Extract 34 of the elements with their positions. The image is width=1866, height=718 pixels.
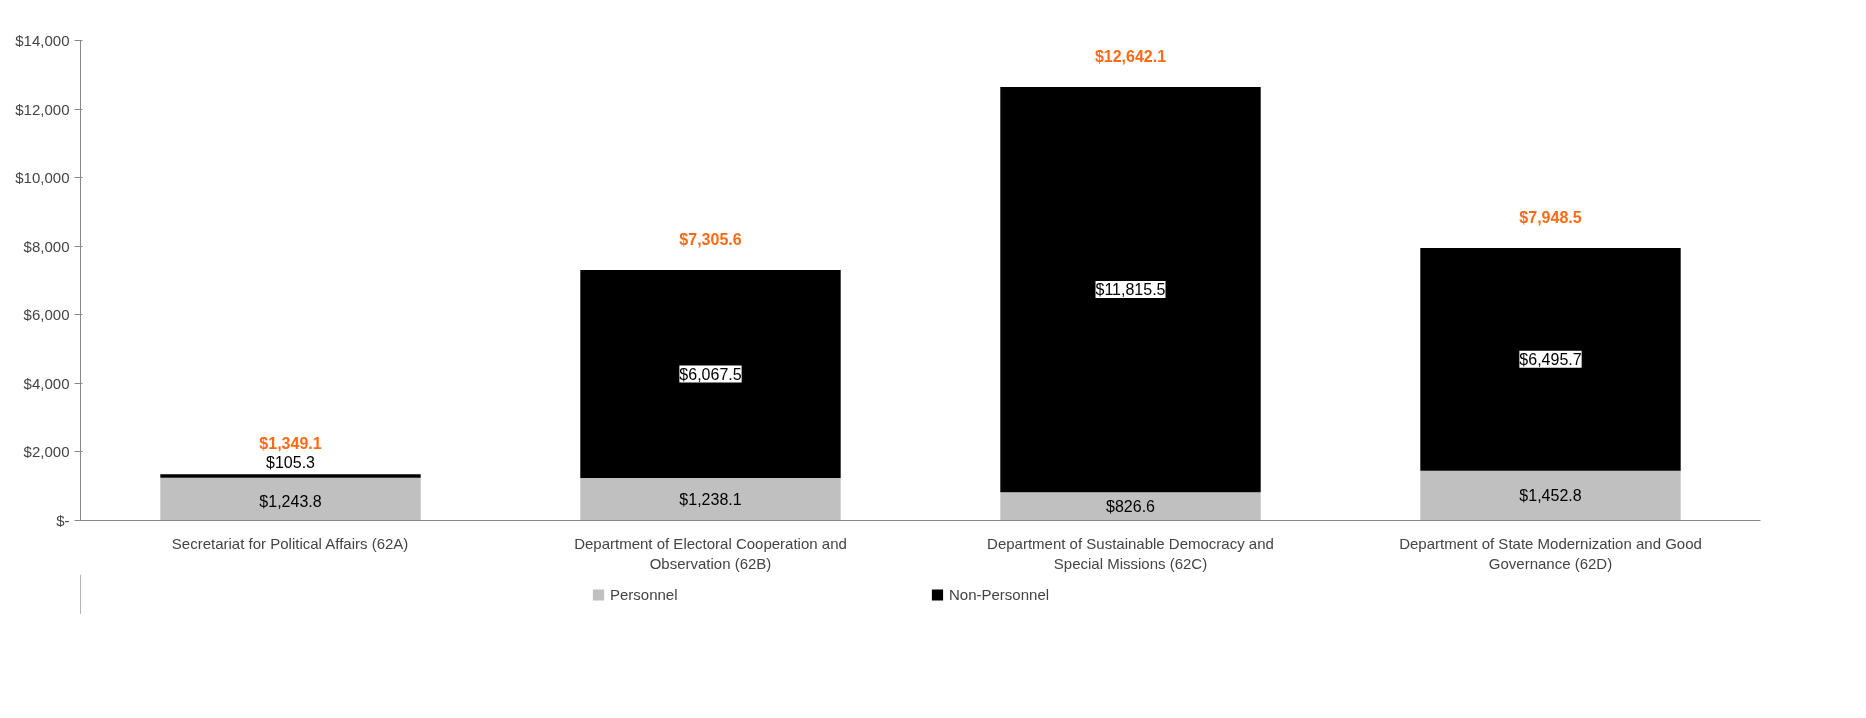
y-tick-label: $12,000 — [15, 100, 70, 118]
bar — [160, 474, 421, 478]
data-label: $1,243.8 — [259, 492, 322, 510]
legend-label: Personnel — [610, 585, 679, 603]
data-label: $105.3 — [266, 454, 316, 472]
bar — [1420, 470, 1681, 521]
bar — [1000, 87, 1261, 493]
y-tick-label: $4,000 — [23, 374, 70, 392]
y-tick-label: $8,000 — [23, 237, 70, 255]
x-tick-label: Department of Sustainable Democracy and Special Missions (62C) — [987, 534, 1274, 572]
total-label: $7,948.5 — [1519, 208, 1582, 226]
bar — [160, 477, 421, 521]
y-tick-label: $2,000 — [23, 443, 70, 461]
y-tick-label: $14,000 — [15, 32, 70, 49]
y-tick-label: $6,000 — [23, 306, 70, 324]
total-label: $1,349.1 — [259, 435, 322, 453]
data-label: $1,452.8 — [1519, 487, 1582, 505]
x-tick-label: Department of State Modernization and Good Governance (62D) — [1399, 534, 1702, 572]
y-tick-label: $10,000 — [15, 169, 70, 187]
data-label: $826.6 — [1106, 497, 1156, 515]
x-tick-label: Secretariat for Political Affairs (62A) — [171, 534, 409, 552]
data-label: $6,495.7 — [1519, 350, 1582, 368]
legend-label: Non-Personnel — [949, 585, 1051, 603]
bar — [580, 270, 841, 479]
total-label: $7,305.6 — [679, 231, 742, 249]
data-label: $1,238.1 — [679, 490, 742, 508]
bar — [1000, 492, 1261, 521]
x-tick-label: Department of Electoral Cooperation and Observation (62B) — [574, 534, 847, 572]
bar — [580, 478, 841, 521]
total-label: $12,642.1 — [1094, 48, 1167, 66]
data-label: $6,067.5 — [679, 365, 742, 383]
y-tick-label: $- — [56, 512, 70, 529]
bar — [1420, 247, 1681, 471]
data-label: $11,815.5 — [1095, 281, 1166, 299]
